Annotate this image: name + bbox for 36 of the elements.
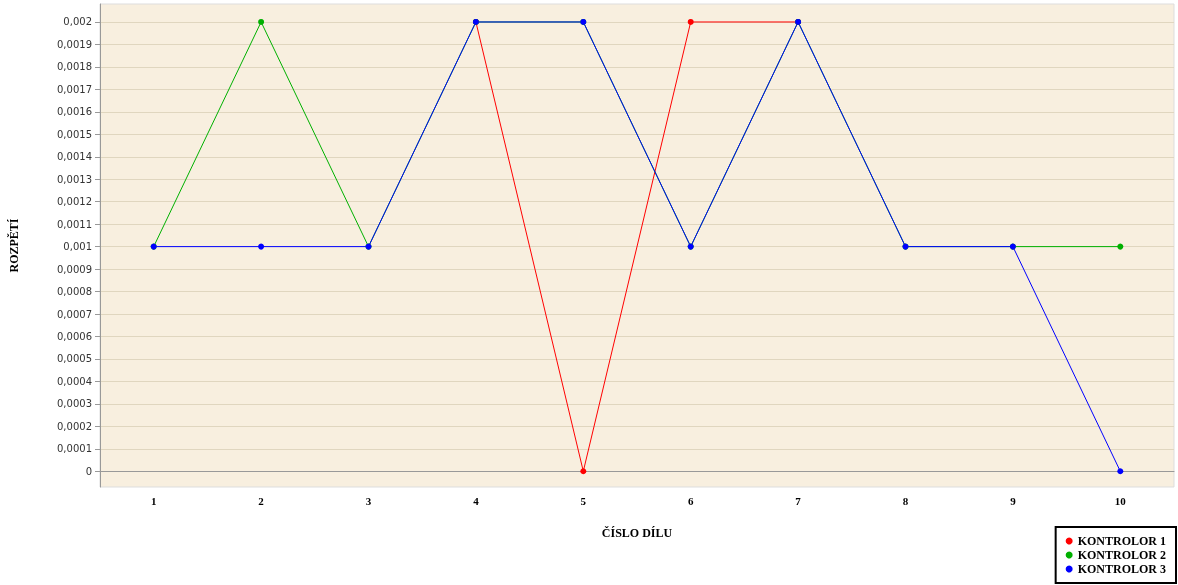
x-tick-label: 3: [365, 494, 372, 507]
y-tick-label: 0,001: [63, 241, 92, 253]
legend-label: KONTROLOR 2: [1077, 548, 1166, 562]
y-axis-title: ROZPĚTÍ: [7, 218, 21, 273]
legend-label: KONTROLOR 1: [1077, 534, 1166, 548]
y-tick-label: 0,0009: [57, 263, 92, 275]
x-tick-label: 2: [258, 494, 265, 507]
y-tick-label: 0,0001: [57, 443, 92, 455]
x-tick-label: 4: [473, 494, 480, 507]
y-tick-label: 0,0007: [57, 308, 92, 320]
y-tick-label: 0,0014: [57, 151, 92, 163]
y-tick-label: 0,0011: [57, 218, 92, 230]
y-tick-label: 0,0008: [57, 286, 92, 298]
y-tick-label: 0,0006: [57, 330, 92, 342]
x-axis-title: ČÍSLO DÍLU: [601, 526, 673, 540]
y-tick-label: 0,0017: [57, 83, 92, 95]
y-tick-label: 0,0013: [57, 173, 92, 185]
y-tick-label: 0,0018: [57, 61, 92, 73]
y-tick-label: 0,0016: [57, 106, 92, 118]
legend-label: KONTROLOR 3: [1077, 562, 1166, 576]
y-tick-label: 0,0005: [57, 353, 92, 365]
x-tick-label: 5: [580, 494, 587, 507]
x-tick-label: 7: [795, 494, 802, 507]
y-tick-label: 0,0004: [57, 375, 92, 387]
x-tick-label: 1: [150, 494, 157, 507]
x-tick-label: 9: [1010, 494, 1017, 507]
y-tick-label: 0,0002: [57, 420, 92, 432]
y-tick-label: 0,002: [63, 16, 92, 28]
y-tick-label: 0,0003: [57, 398, 92, 410]
y-tick-label: 0: [85, 465, 92, 477]
y-tick-label: 0,0019: [57, 38, 92, 50]
y-tick-label: 0,0015: [57, 128, 92, 140]
x-tick-label: 8: [902, 494, 909, 507]
y-tick-label: 0,0012: [57, 196, 92, 208]
x-tick-label: 6: [687, 494, 694, 507]
x-tick-label: 10: [1114, 494, 1127, 507]
